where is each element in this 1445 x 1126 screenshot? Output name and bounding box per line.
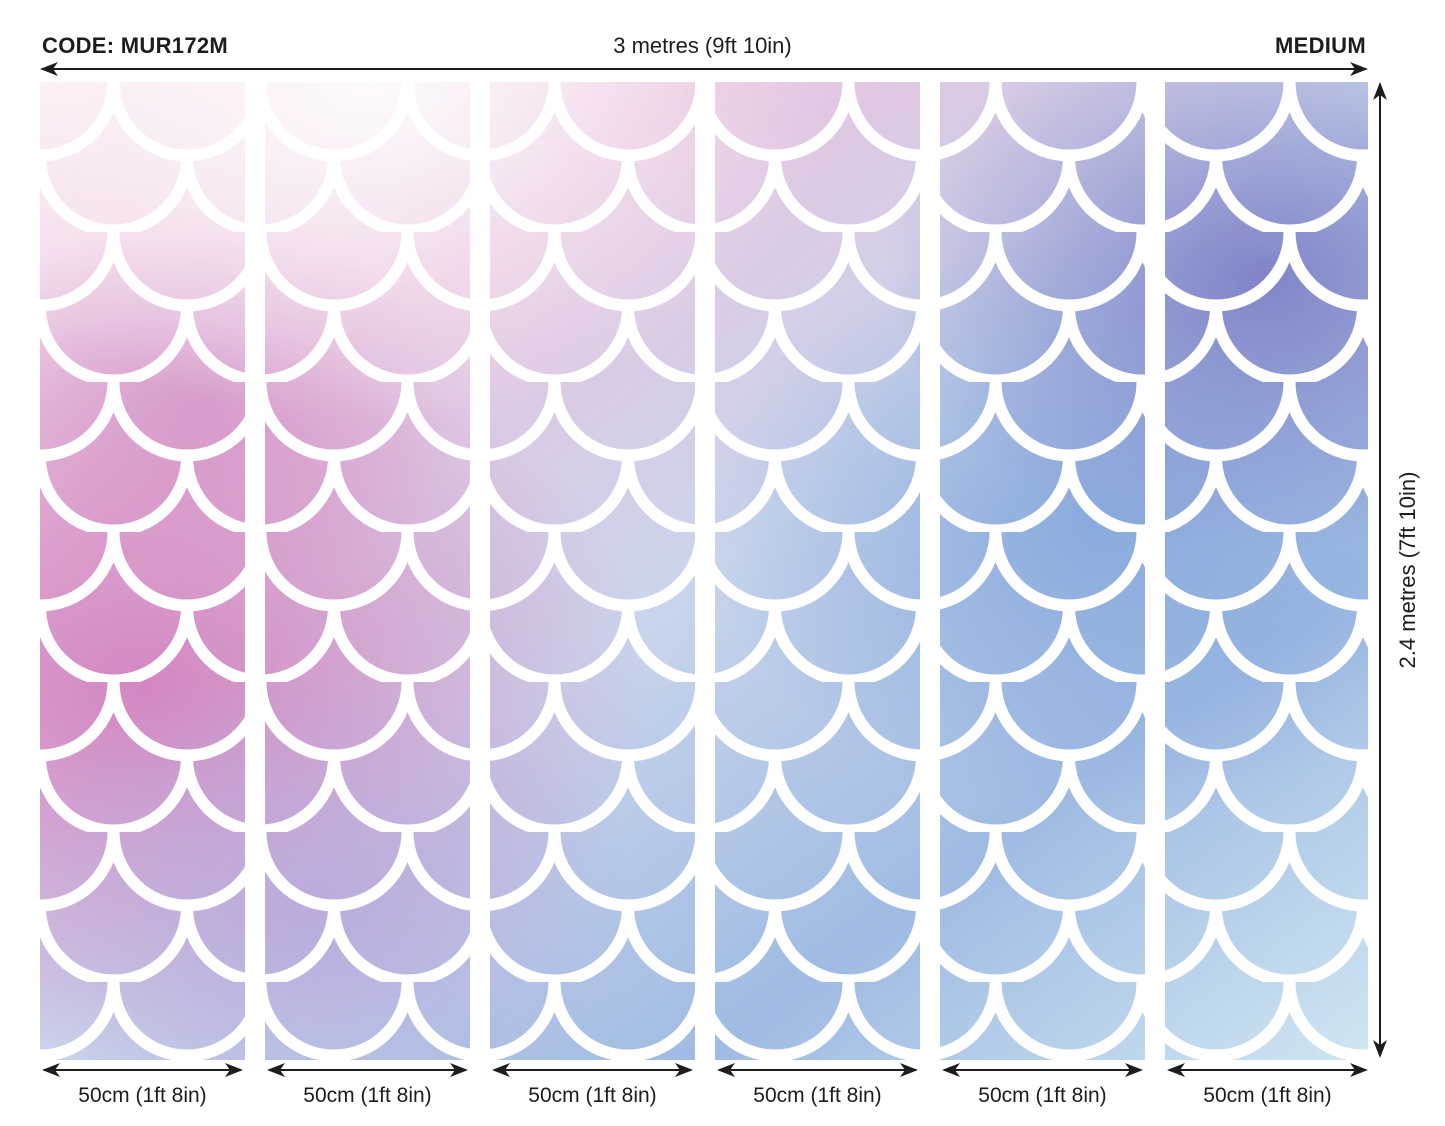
width-dimension-arrow	[40, 62, 1368, 76]
panel-width-label: 50cm (1ft 8in)	[978, 1084, 1107, 1107]
panel-width-arrow	[717, 1063, 918, 1077]
panel-dimension-1: 50cm (1ft 8in)	[40, 1062, 245, 1122]
size-label: MEDIUM	[1274, 33, 1366, 58]
height-dimension-arrow	[1373, 82, 1387, 1058]
panel-width-arrow	[42, 1063, 243, 1077]
panel-dimension-3: 50cm (1ft 8in)	[490, 1062, 695, 1122]
panel-dimension-6: 50cm (1ft 8in)	[1165, 1062, 1370, 1122]
height-dimension-label: 2.4 metres (7ft 10in)	[1395, 471, 1420, 669]
panel-width-arrow	[492, 1063, 693, 1077]
panel-width-label: 50cm (1ft 8in)	[753, 1084, 882, 1107]
panel-separators	[245, 82, 1165, 1060]
width-dimension-label: 3 metres (9ft 10in)	[613, 33, 792, 58]
panel-width-label: 50cm (1ft 8in)	[78, 1084, 207, 1107]
code-label: CODE: MUR172M	[42, 33, 229, 58]
mermaid-scale-mural	[40, 82, 1368, 1060]
panel-dimension-2: 50cm (1ft 8in)	[265, 1062, 470, 1122]
panel-dimension-5: 50cm (1ft 8in)	[940, 1062, 1145, 1122]
panel-width-arrow	[1167, 1063, 1368, 1077]
panel-width-label: 50cm (1ft 8in)	[1203, 1084, 1332, 1107]
panel-dimension-4: 50cm (1ft 8in)	[715, 1062, 920, 1122]
panel-width-label: 50cm (1ft 8in)	[303, 1084, 432, 1107]
panel-width-arrow	[942, 1063, 1143, 1077]
panel-width-label: 50cm (1ft 8in)	[528, 1084, 657, 1107]
panel-width-arrow	[267, 1063, 468, 1077]
